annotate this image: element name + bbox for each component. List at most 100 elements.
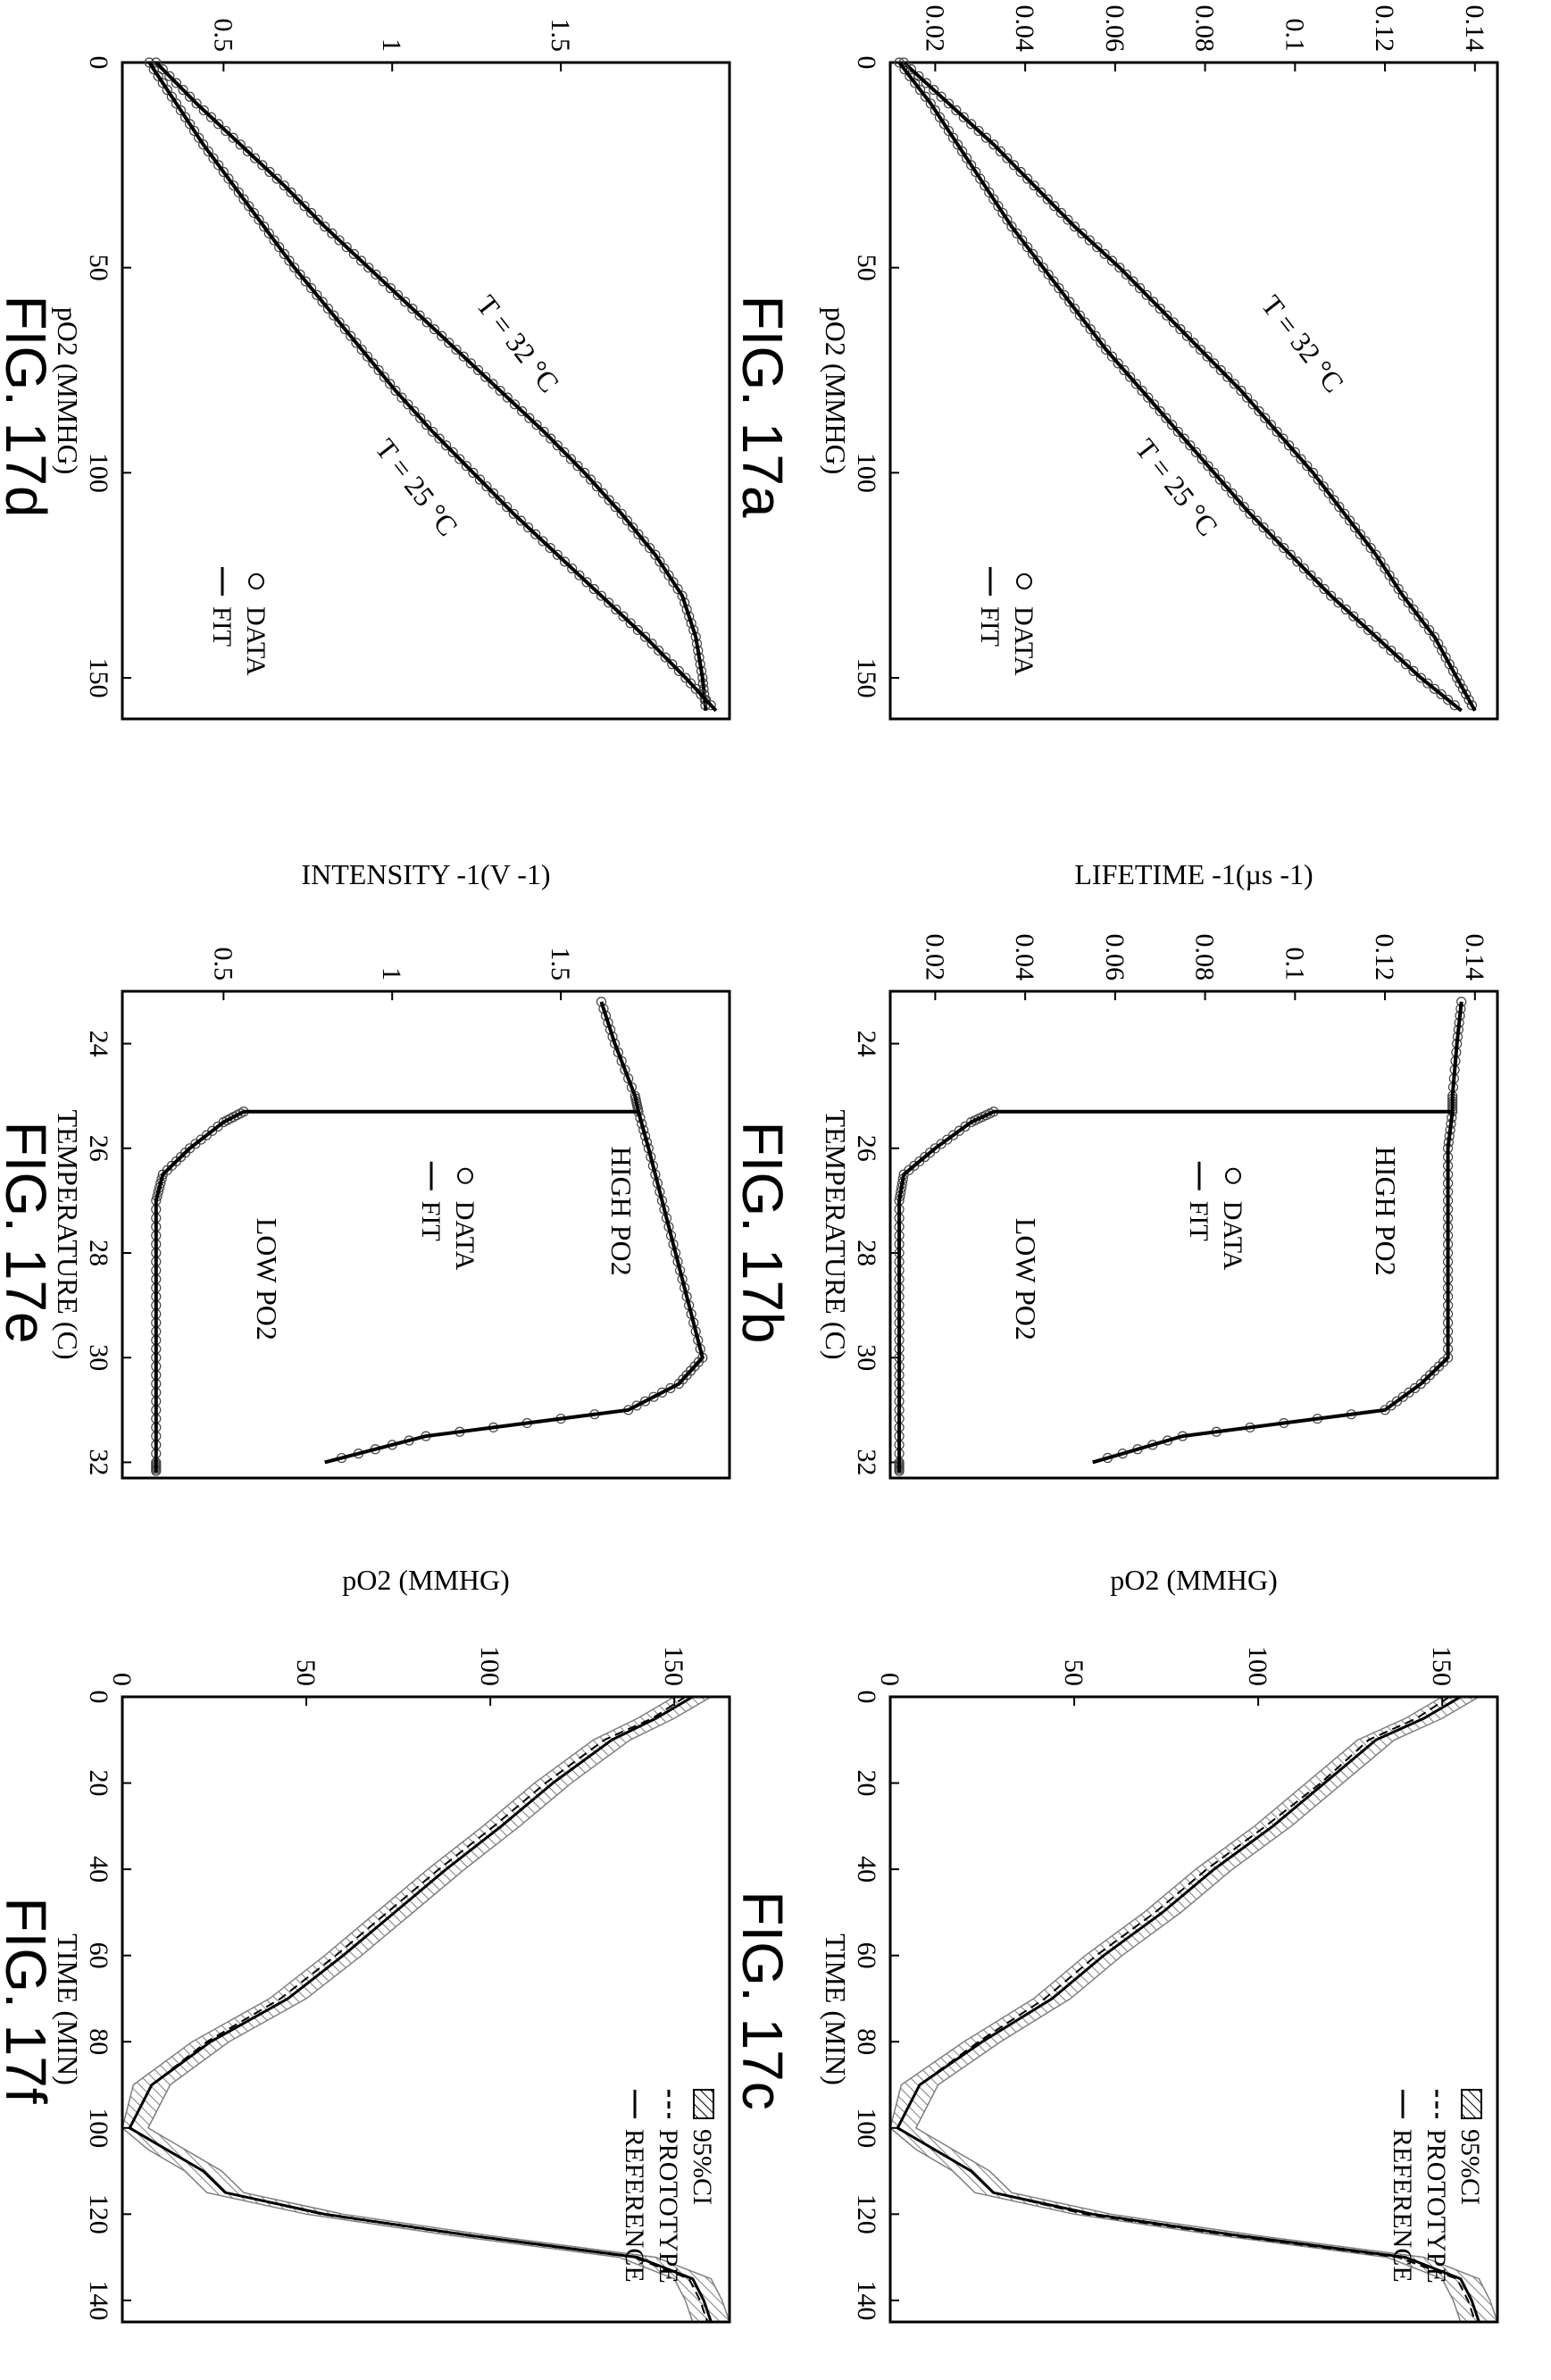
data-point — [1148, 296, 1159, 307]
data-point — [1049, 201, 1060, 212]
y-tick-label: 100 — [475, 1646, 504, 1686]
data-point — [1167, 420, 1178, 430]
data-point — [1232, 495, 1244, 505]
data-point — [334, 235, 345, 246]
data-point — [1452, 672, 1463, 683]
data-point — [447, 447, 458, 458]
y-tick-label: 0 — [107, 1673, 137, 1686]
data-point — [274, 242, 285, 253]
data-point — [611, 604, 621, 615]
data-point — [339, 323, 350, 335]
data-point — [1002, 214, 1013, 225]
data-point — [348, 248, 360, 259]
data-point — [1355, 618, 1366, 629]
data-point — [351, 338, 362, 348]
y-tick-label: 0 — [875, 1673, 905, 1686]
data-point — [1386, 645, 1397, 656]
legend-hatch-icon — [693, 2089, 714, 2119]
data-point — [650, 549, 661, 560]
x-tick-label: 40 — [852, 1856, 881, 1883]
data-point — [1349, 522, 1361, 533]
data-point — [362, 351, 373, 362]
data-point — [1172, 426, 1183, 438]
legend-circle-icon — [457, 1167, 473, 1184]
data-point — [346, 330, 356, 341]
data-point — [966, 119, 977, 129]
data-point — [659, 563, 670, 574]
figure-label-group: FIG. 17c — [730, 1891, 795, 2109]
data-point — [1455, 678, 1465, 689]
legend-label: DATA — [450, 1201, 479, 1271]
data-point — [1258, 522, 1269, 533]
plot-frame — [888, 1695, 1499, 2324]
data-point — [1442, 694, 1454, 706]
data-point — [1188, 338, 1199, 348]
data-point — [284, 255, 295, 266]
data-point — [228, 132, 238, 143]
data-point — [407, 304, 418, 314]
data-point — [427, 426, 438, 438]
data-point — [320, 221, 330, 232]
data-point — [667, 659, 678, 670]
legend-label: FIT — [1184, 1201, 1213, 1241]
data-point — [334, 317, 345, 328]
data-point — [1384, 570, 1395, 580]
data-point — [444, 338, 454, 348]
data-point — [988, 194, 999, 205]
data-point — [1015, 166, 1026, 178]
data-point — [597, 488, 608, 498]
y-tick-label: 1 — [377, 967, 406, 981]
data-point — [385, 379, 396, 389]
data-point — [205, 112, 217, 122]
data-point — [341, 242, 352, 253]
plot-frame — [121, 1695, 731, 2324]
legend-label: DATA — [1218, 1201, 1247, 1271]
y-axis-label: pO2 (MMHG) — [342, 1564, 510, 1596]
x-tick-label: 24 — [84, 1031, 113, 1057]
data-point — [1063, 214, 1073, 225]
data-point — [1329, 495, 1339, 505]
data-point — [1265, 529, 1276, 539]
annotation: LOW PO2 — [251, 1218, 283, 1340]
data-point — [488, 379, 498, 389]
data-point — [1096, 338, 1106, 348]
data-point — [1340, 604, 1352, 615]
chart-fig17c: 0 20 40 60 80 100 120 140 0 50 100 150 TIME (MIN) pO2… — [730, 1564, 1499, 2324]
data-point — [910, 78, 921, 88]
series-layer — [144, 57, 718, 713]
data-point — [567, 563, 578, 574]
data-point — [1238, 502, 1249, 513]
data-point — [654, 645, 664, 656]
annotation: T = 32 °C — [1255, 289, 1351, 398]
data-point — [488, 488, 499, 498]
data-point — [1175, 323, 1186, 335]
data-point — [934, 112, 946, 122]
data-point — [705, 700, 716, 711]
data-point — [1227, 488, 1238, 498]
data-point — [269, 235, 279, 246]
data-point — [295, 269, 305, 280]
x-tick-label: 28 — [852, 1240, 881, 1266]
data-point — [1413, 611, 1424, 622]
data-point — [191, 98, 202, 109]
y-tick-label: 0.1 — [1280, 948, 1309, 981]
data-point — [368, 358, 379, 369]
data-point — [559, 556, 571, 567]
data-point — [1069, 304, 1080, 314]
data-point — [938, 119, 950, 129]
data-point — [429, 323, 440, 335]
data-point — [1209, 358, 1220, 369]
data-point — [1114, 263, 1125, 273]
data-point — [1278, 433, 1288, 444]
figure-label: FIG. 17f — [0, 1897, 58, 2103]
data-point — [524, 413, 535, 423]
data-point — [221, 125, 231, 137]
legend-label: REFERENCE — [620, 2129, 649, 2283]
x-tick-label: 0 — [84, 1691, 113, 1704]
data-point — [565, 454, 577, 464]
data-point — [329, 310, 339, 321]
data-point — [249, 153, 261, 163]
data-point — [1408, 665, 1419, 677]
data-point — [552, 440, 563, 451]
